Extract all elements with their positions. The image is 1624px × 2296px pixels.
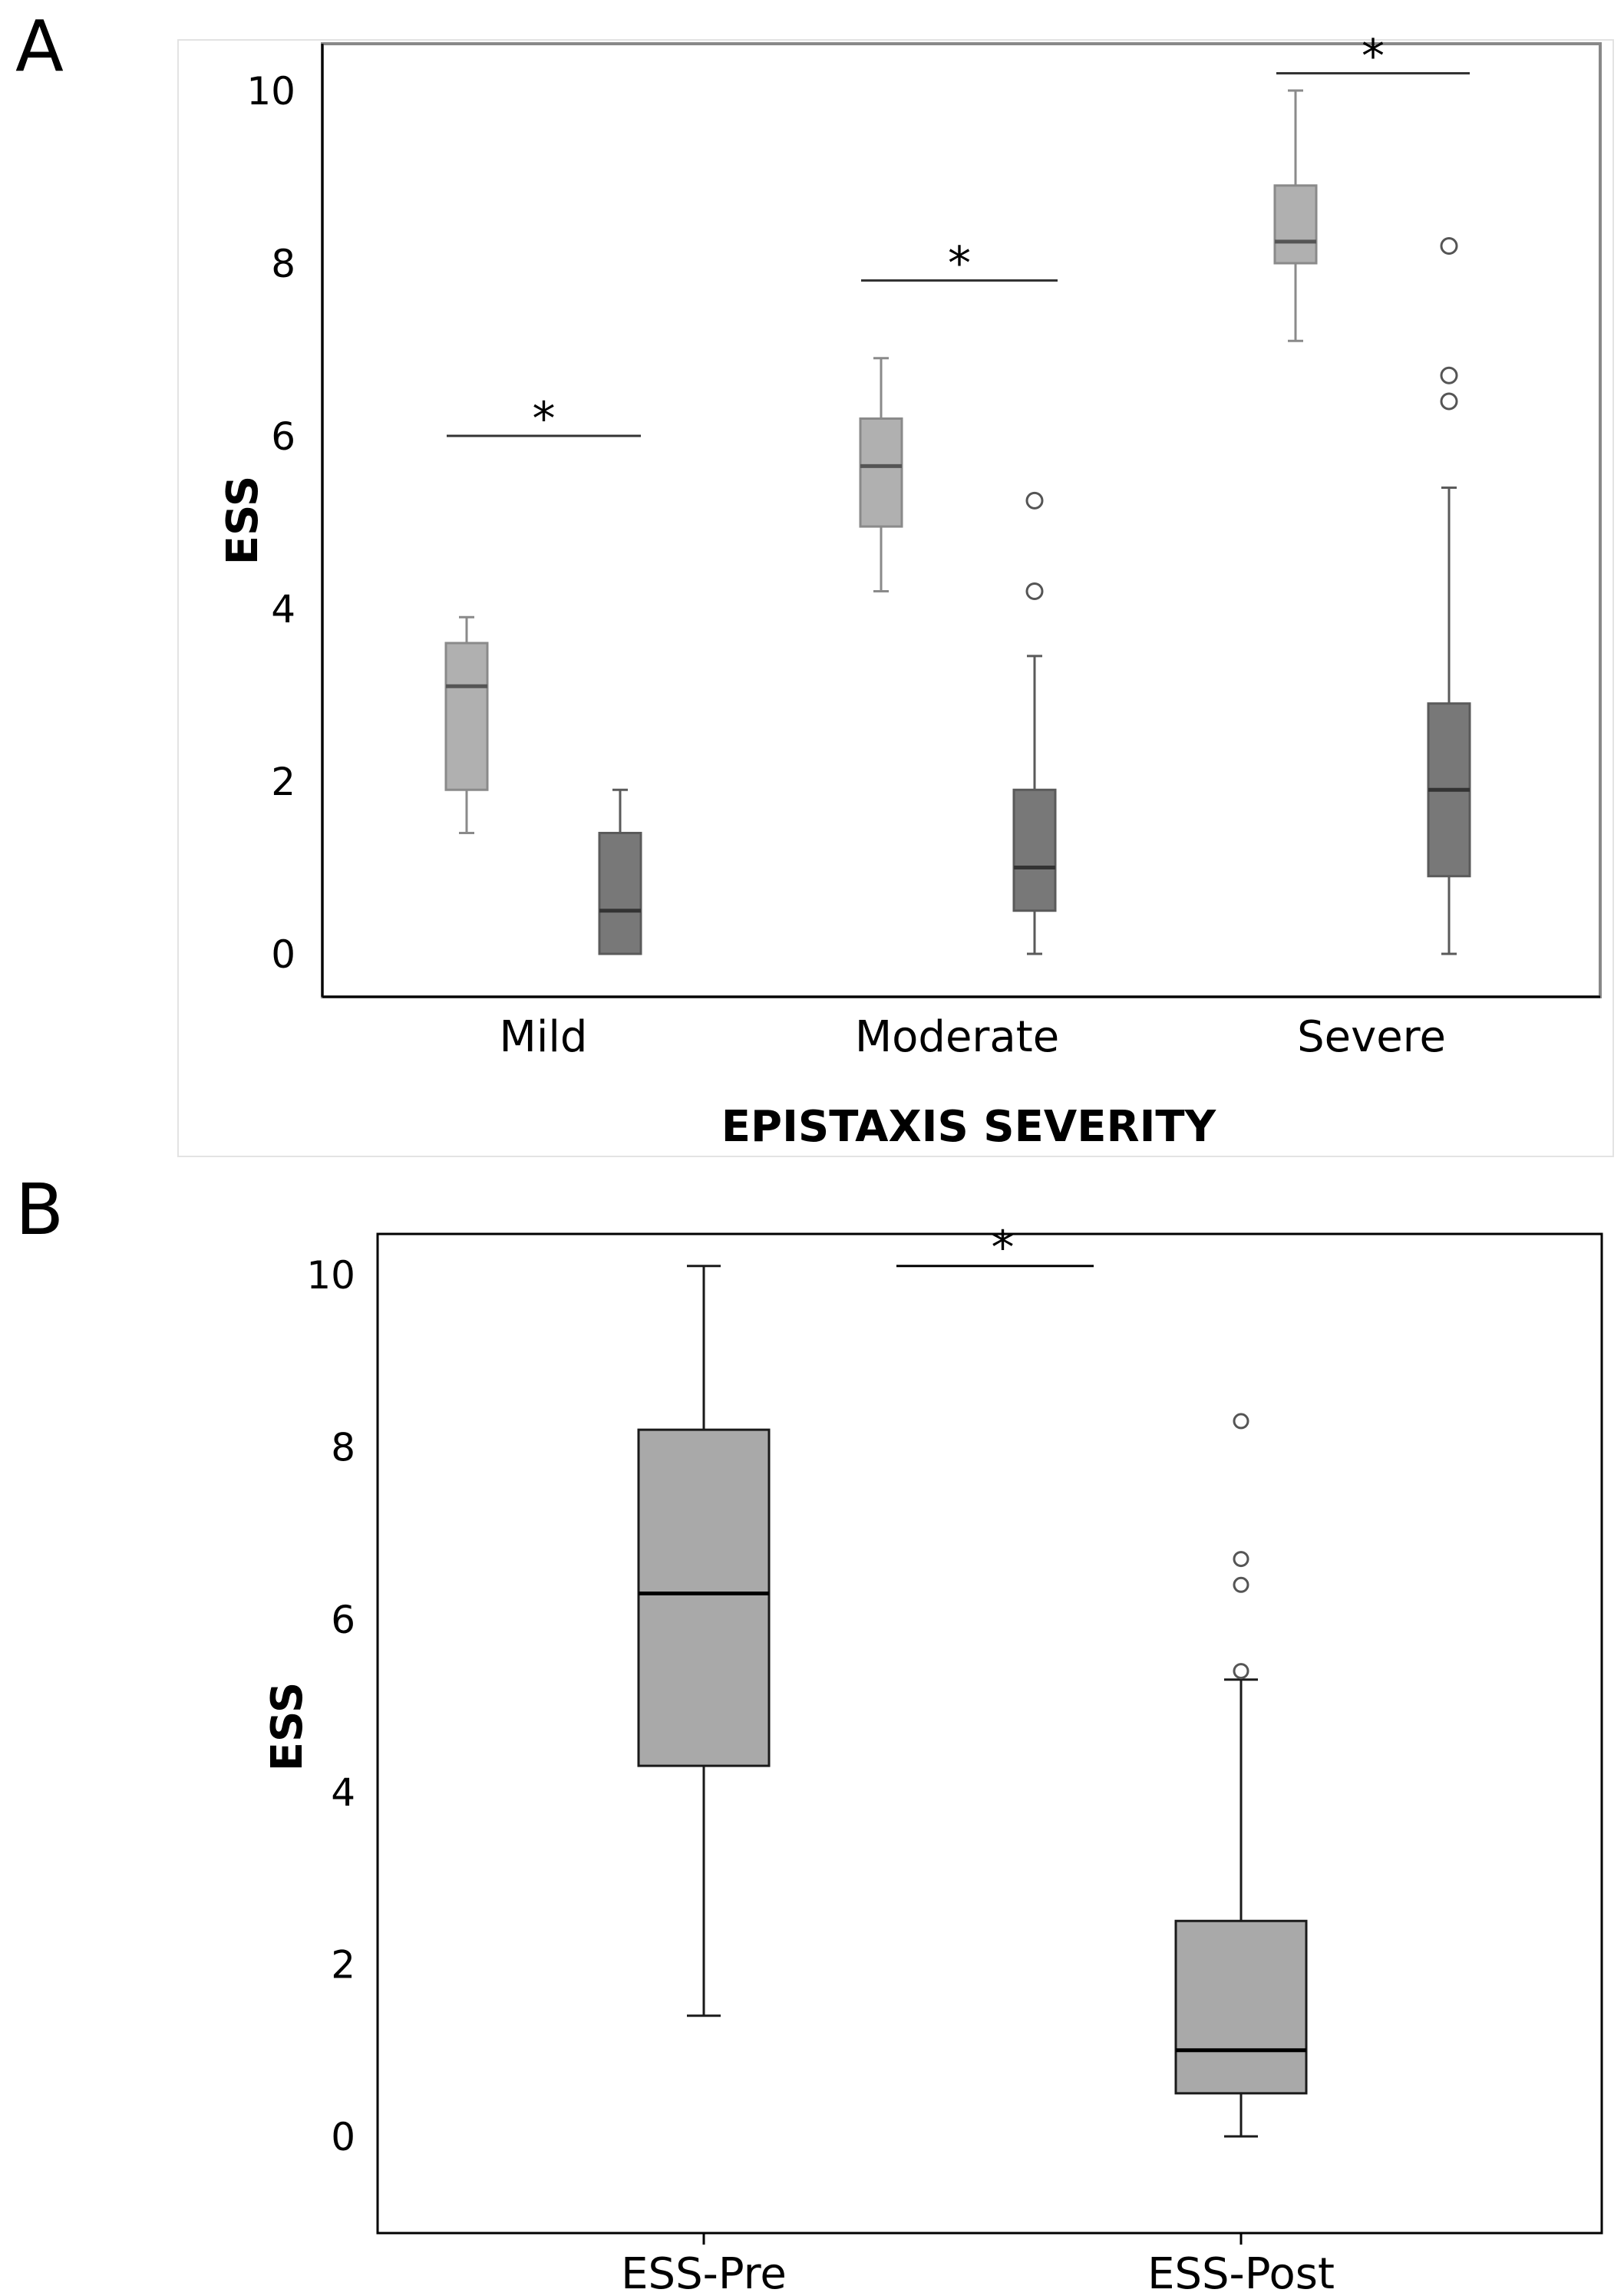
panel-a-y-axis-title: ESS (218, 476, 268, 565)
panel-b-ess-pre-box (637, 1428, 771, 1767)
panel-a-significance-star-moderate: * (948, 237, 971, 291)
panel-b-plot-frame (376, 1232, 1603, 2235)
panel-b-y-tick-label: 2 (331, 1942, 355, 1987)
panel-a-post-moderate-outlier (1025, 582, 1044, 600)
panel-b-category-label-ess-post: ESS-Post (1147, 2249, 1335, 2296)
panel-b-y-tick-label: 4 (331, 1770, 355, 1815)
panel-a-pre-moderate-box (859, 417, 903, 528)
panel-a-post-moderate-outlier (1025, 491, 1044, 510)
panel-a-y-tick-label: 10 (246, 69, 295, 114)
panel-a-category-label-mild: Mild (500, 1012, 588, 1062)
panel-a-category-label-severe: Severe (1297, 1012, 1446, 1062)
panel-a-post-moderate-box (1012, 788, 1057, 912)
panel-a-y-ticks: 0 2 4 6 8 10 (246, 69, 295, 977)
panel-b-y-ticks: 0 2 4 6 8 10 (306, 1253, 355, 2159)
panel-b-x-categories: ESS-Pre ESS-Post (621, 2233, 1335, 2296)
panel-b-ess-post-outlier (1233, 1551, 1249, 1568)
panel-a-y-tick-label: 0 (271, 932, 295, 977)
panel-b-ess-post-outlier (1233, 1576, 1249, 1593)
panel-a-y-tick-label: 8 (271, 242, 295, 286)
panel-b-ess-post-outlier (1233, 1413, 1249, 1430)
panel-b-y-tick-label: 0 (331, 2115, 355, 2159)
panel-a-outer-border (177, 39, 1614, 1157)
panel-a-y-tick-label: 6 (271, 414, 295, 459)
panel-a-y-tick-label: 4 (271, 587, 295, 632)
panel-a-pre-severe-box (1273, 184, 1318, 265)
panel-a-post-severe-outlier (1440, 392, 1458, 411)
panel-b-y-tick-label: 10 (306, 1253, 355, 1298)
panel-a-significance-star-mild: * (533, 392, 556, 446)
panel-b-y-axis-title: ESS (262, 1682, 312, 1771)
panel-a-plot-frame (321, 42, 1602, 998)
panel-a-post-mild-box (598, 832, 642, 955)
panel-b-ess-post-outlier (1233, 1663, 1249, 1680)
panel-a-y-tick-label: 2 (271, 760, 295, 804)
panel-a-x-axis-title: EPISTAXIS SEVERITY (721, 1102, 1217, 1152)
panel-a-post-severe-outlier (1440, 237, 1458, 255)
panel-b-significance-star: * (992, 1221, 1015, 1275)
panel-a-marks: * * * (444, 30, 1471, 955)
panel-b-category-label-ess-pre: ESS-Pre (621, 2249, 787, 2296)
panel-a-x-categories: Mild Moderate Severe (500, 1012, 1446, 1062)
panel-b-ess-post-box (1174, 1919, 1308, 2095)
panel-a-significance-star-severe: * (1362, 30, 1385, 84)
panel-b-y-tick-label: 6 (331, 1598, 355, 1642)
panel-b-y-tick-label: 8 (331, 1426, 355, 1470)
panel-b-marks: * (637, 1221, 1308, 2138)
panel-a: A 0 2 4 6 8 10 Mild Moderate Severe ESS … (15, 5, 1614, 1157)
panel-a-label: A (15, 5, 64, 87)
panel-b-label: B (15, 1169, 64, 1251)
panel-b: B 0 2 4 6 8 10 ESS-Pre ESS-Post ESS * (15, 1169, 1603, 2296)
panel-a-category-label-moderate: Moderate (855, 1012, 1059, 1062)
panel-a-pre-mild-box (444, 642, 489, 791)
panel-a-post-severe-outlier (1440, 366, 1458, 384)
